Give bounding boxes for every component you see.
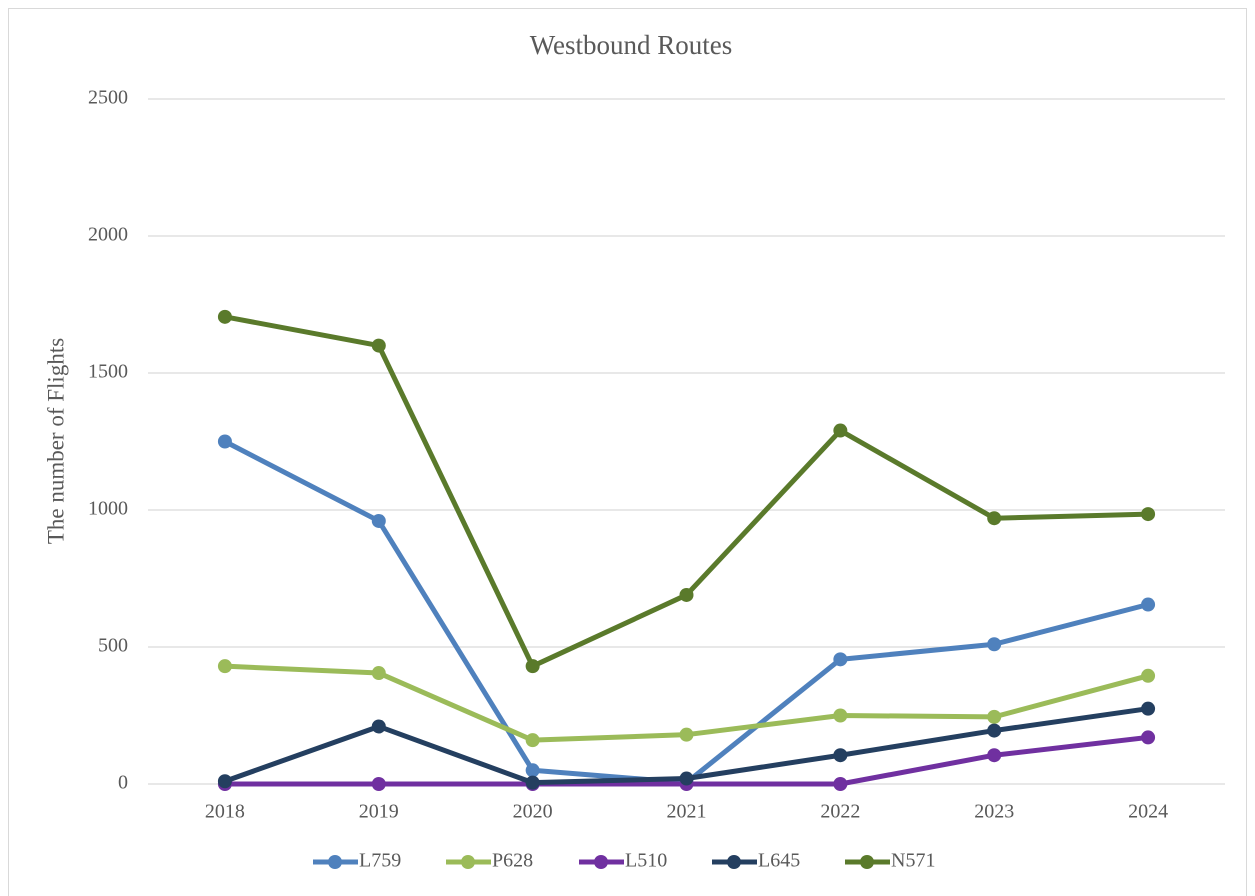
y-tick-label: 500 bbox=[98, 635, 128, 657]
point bbox=[679, 771, 694, 786]
legend-label: P628 bbox=[492, 850, 533, 872]
point bbox=[371, 513, 386, 528]
y-tick-label: 1000 bbox=[88, 498, 128, 520]
legend-label: L510 bbox=[625, 850, 667, 872]
legend-marker bbox=[461, 855, 475, 869]
y-tick-label: 1500 bbox=[88, 361, 128, 383]
point bbox=[833, 423, 848, 438]
point bbox=[525, 659, 540, 674]
point bbox=[371, 777, 386, 791]
point bbox=[1141, 668, 1156, 683]
point bbox=[371, 666, 386, 681]
point bbox=[371, 719, 386, 734]
legend-label: L645 bbox=[758, 850, 800, 872]
point bbox=[1141, 597, 1156, 612]
point bbox=[525, 775, 540, 790]
x-tick-label: 2022 bbox=[820, 801, 860, 823]
y-tick-label: 2500 bbox=[88, 87, 128, 109]
y-tick-label: 0 bbox=[118, 772, 128, 794]
point bbox=[217, 774, 232, 789]
point bbox=[833, 777, 848, 791]
point bbox=[833, 708, 848, 723]
point bbox=[217, 434, 232, 449]
point bbox=[1141, 730, 1156, 745]
point bbox=[1141, 507, 1156, 522]
legend-marker bbox=[727, 855, 741, 869]
point bbox=[525, 733, 540, 748]
point bbox=[987, 748, 1002, 763]
point bbox=[1141, 701, 1156, 716]
x-tick-label: 2020 bbox=[513, 801, 553, 823]
point bbox=[987, 637, 1002, 652]
point bbox=[217, 309, 232, 324]
chart-frame bbox=[8, 8, 1247, 896]
point bbox=[987, 723, 1002, 738]
y-tick-label: 2000 bbox=[88, 224, 128, 246]
x-tick-label: 2019 bbox=[359, 801, 399, 823]
legend-label: N571 bbox=[891, 850, 935, 872]
chart-title: Westbound Routes bbox=[530, 30, 733, 60]
x-tick-label: 2018 bbox=[205, 801, 245, 823]
x-tick-label: 2021 bbox=[667, 801, 707, 823]
point bbox=[371, 338, 386, 353]
point bbox=[217, 659, 232, 674]
x-tick-label: 2024 bbox=[1128, 801, 1168, 823]
point bbox=[833, 748, 848, 763]
legend-label: L759 bbox=[359, 850, 401, 872]
point bbox=[987, 709, 1002, 724]
legend-marker bbox=[328, 855, 342, 869]
point bbox=[833, 652, 848, 667]
point bbox=[987, 511, 1002, 526]
point bbox=[679, 587, 694, 602]
point bbox=[525, 763, 540, 778]
x-tick-label: 2023 bbox=[974, 801, 1014, 823]
legend-marker bbox=[594, 855, 608, 869]
y-axis-label: The number of Flights bbox=[43, 338, 68, 544]
point bbox=[679, 727, 694, 742]
legend-marker bbox=[860, 855, 874, 869]
